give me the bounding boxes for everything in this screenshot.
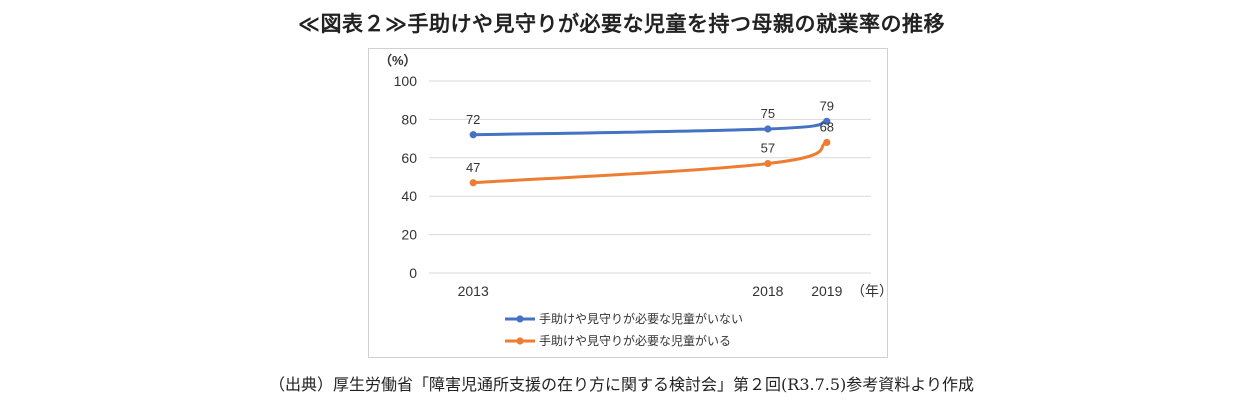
y-tick-label: 60 <box>401 150 417 166</box>
data-point <box>764 159 772 168</box>
data-label: 68 <box>820 119 834 134</box>
data-label: 75 <box>761 106 775 121</box>
legend-marker <box>516 337 524 345</box>
gridlines <box>429 80 871 274</box>
data-label: 57 <box>761 141 775 156</box>
y-axis-unit-label: （%） <box>379 53 417 68</box>
line-chart: （%） （年） 0 20 40 60 80 100 2013 2018 2019 72 75 79 4… <box>379 53 893 348</box>
axis-labels: （%） （年） 0 20 40 60 80 100 2013 2018 2019 <box>379 53 893 299</box>
data-point <box>823 138 831 147</box>
source-note: （出典）厚生労働省「障害児通所支援の在り方に関する検討会」第２回(R3.7.5)… <box>269 375 974 394</box>
x-tick-label: 2018 <box>752 283 783 299</box>
legend-label: 手助けや見守りが必要な児童がいない <box>539 311 743 326</box>
data-point <box>823 117 831 125</box>
chart-container: （%） （年） 0 20 40 60 80 100 2013 2018 2019 72 75 79 4… <box>368 48 893 358</box>
data-label: 72 <box>466 112 480 127</box>
y-tick-label: 80 <box>401 111 417 127</box>
y-tick-label: 20 <box>401 227 417 243</box>
page-title: ≪図表２≫手助けや見守りが必要な児童を持つ母親の就業率の推移 <box>298 12 945 36</box>
y-tick-label: 0 <box>409 265 417 281</box>
data-point <box>469 179 477 187</box>
legend-marker <box>516 315 524 323</box>
series-line-0 <box>471 119 829 137</box>
data-label: 79 <box>820 98 834 113</box>
data-point <box>469 131 477 139</box>
x-axis-unit-label: （年） <box>851 283 887 299</box>
x-tick-label: 2019 <box>811 283 842 299</box>
y-tick-label: 100 <box>394 73 418 89</box>
legend-label: 手助けや見守りが必要な児童がいる <box>539 333 731 348</box>
series-line-1 <box>471 140 829 185</box>
data-label: 47 <box>466 160 480 175</box>
x-tick-label: 2013 <box>458 283 489 299</box>
series-lines: 72 75 79 47 57 68 <box>466 98 834 187</box>
y-tick-label: 40 <box>401 188 417 204</box>
data-point <box>764 125 772 133</box>
